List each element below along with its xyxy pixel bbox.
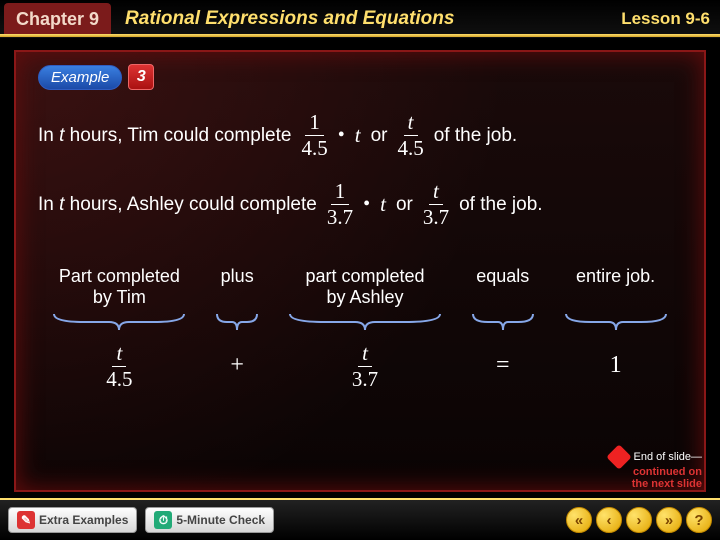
book-icon: ✎ [17, 511, 35, 529]
brace-icon [468, 310, 538, 334]
verbal-row: Part completed by Tim plus part complete… [38, 266, 682, 308]
nav-help-button[interactable]: ? [686, 507, 712, 533]
five-minute-check-button[interactable]: ⏱ 5-Minute Check [145, 507, 274, 533]
dot-icon: • [338, 124, 345, 147]
nav-last-button[interactable]: » [656, 507, 682, 533]
dot-icon: • [363, 193, 370, 216]
fraction: 14.5 [301, 112, 327, 159]
example-number: 3 [128, 64, 154, 90]
term-ashley: t3.7 [285, 340, 445, 390]
nav-arrows: « ‹ › » ? [566, 507, 712, 533]
sentence-ashley: In t hours, Ashley could complete 13.7 •… [38, 181, 682, 228]
fraction: t3.7 [423, 181, 449, 228]
nav-prev-button[interactable]: ‹ [596, 507, 622, 533]
text: In t hours, Tim could complete [38, 125, 291, 147]
term-tim: t4.5 [49, 340, 189, 390]
text: In t hours, Ashley could complete [38, 194, 317, 216]
brace-icon [49, 310, 189, 334]
equals-sign: = [468, 352, 538, 379]
clock-icon: ⏱ [154, 511, 172, 529]
example-badge: Example 3 [38, 64, 154, 90]
verbal-plus: plus [212, 266, 262, 287]
verbal-entire-job: entire job. [561, 266, 671, 287]
verbal-equals: equals [468, 266, 538, 287]
verbal-part-tim: Part completed by Tim [49, 266, 189, 308]
text: of the job. [459, 194, 542, 216]
verbal-part-ashley: part completed by Ashley [285, 266, 445, 308]
header-rule [0, 34, 720, 37]
term-one: 1 [561, 352, 671, 379]
nav-first-button[interactable]: « [566, 507, 592, 533]
equation-row: t4.5 + t3.7 = 1 [38, 340, 682, 390]
variable-t: t [380, 192, 386, 217]
header-bar: Chapter 9 Rational Expressions and Equat… [0, 0, 720, 38]
variable-t: t [355, 123, 361, 148]
text: of the job. [434, 125, 517, 147]
text-or: or [396, 194, 413, 216]
content-panel: Example 3 In t hours, Tim could complete… [14, 50, 706, 492]
fraction: 13.7 [327, 181, 353, 228]
brace-row [38, 310, 682, 334]
brace-icon [561, 310, 671, 334]
brace-icon [285, 310, 445, 334]
text-or: or [371, 125, 388, 147]
stop-icon [607, 444, 632, 469]
brace-icon [212, 310, 262, 334]
lesson-label: Lesson 9-6 [621, 9, 710, 29]
chapter-tab: Chapter 9 [4, 3, 111, 36]
nav-next-button[interactable]: › [626, 507, 652, 533]
sentence-tim: In t hours, Tim could complete 14.5 • t … [38, 112, 682, 159]
footer-bar: ✎ Extra Examples ⏱ 5-Minute Check « ‹ › … [0, 498, 720, 540]
example-pill: Example [38, 65, 122, 90]
page-title: Rational Expressions and Equations [125, 8, 454, 30]
end-of-slide-note: End of slide— continued on the next slid… [610, 448, 702, 490]
plus-sign: + [212, 352, 262, 379]
extra-examples-button[interactable]: ✎ Extra Examples [8, 507, 137, 533]
fraction: t4.5 [397, 112, 423, 159]
